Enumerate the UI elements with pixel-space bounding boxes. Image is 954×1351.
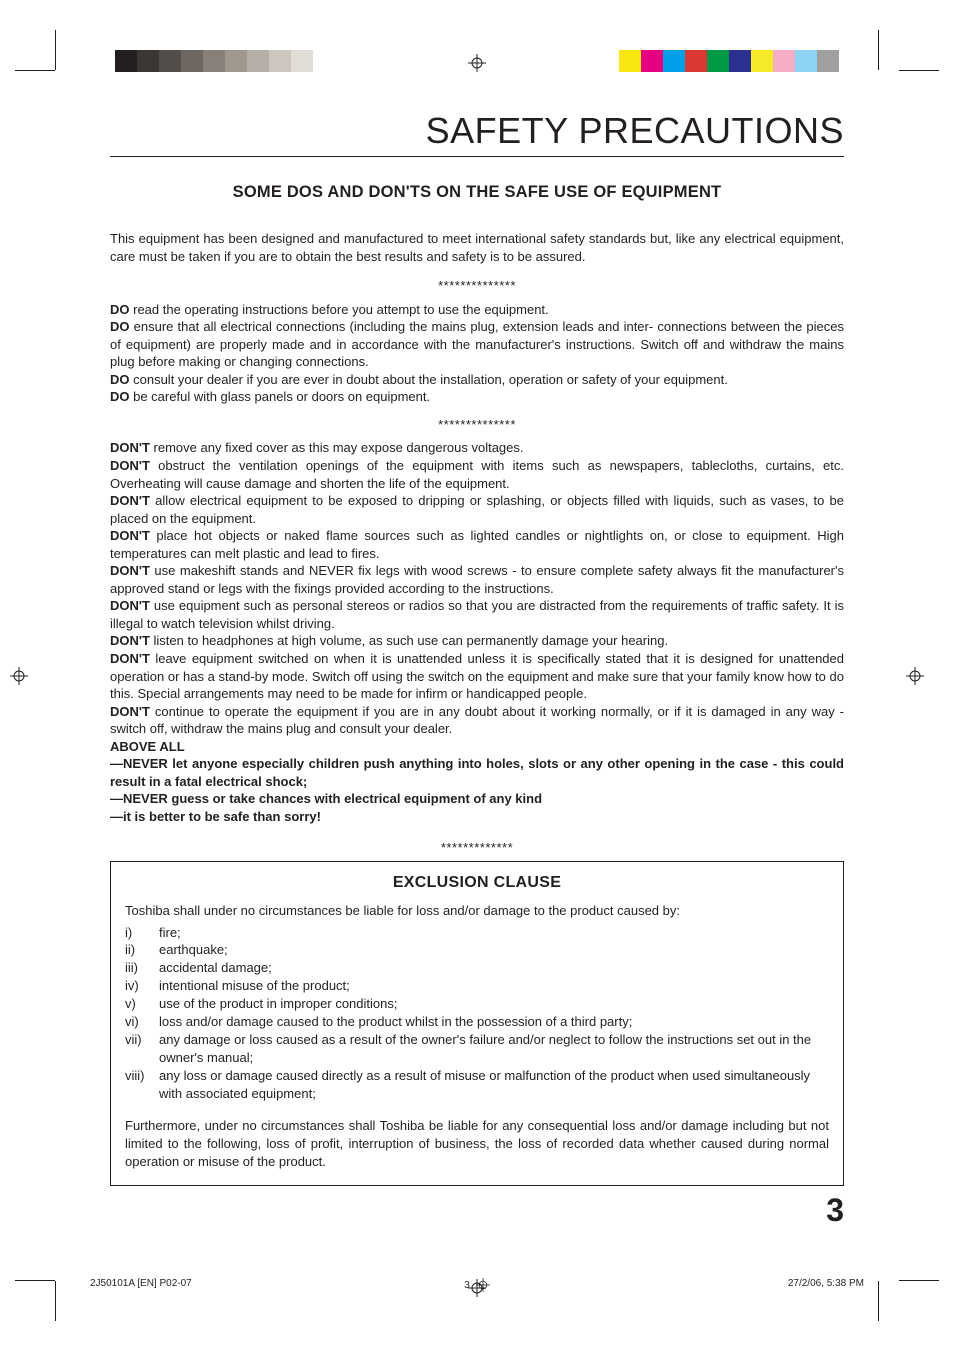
grayscale-colorbar <box>115 50 313 72</box>
dont-item: DON'T allow electrical equipment to be e… <box>110 492 844 527</box>
dont-item: DON'T leave equipment switched on when i… <box>110 650 844 703</box>
intro-paragraph: This equipment has been designed and man… <box>110 230 844 265</box>
dont-item: DON'T continue to operate the equipment … <box>110 703 844 738</box>
exclusion-item: v)use of the product in improper conditi… <box>125 995 829 1013</box>
never-warning-1: —NEVER let anyone especially children pu… <box>110 755 844 790</box>
registration-mark-icon <box>906 667 924 685</box>
exclusion-item: iii)accidental damage; <box>125 959 829 977</box>
dont-item: DON'T use makeshift stands and NEVER fix… <box>110 562 844 597</box>
slug-page: 3 <box>464 1280 470 1291</box>
body-text: This equipment has been designed and man… <box>110 230 844 826</box>
registration-mark-icon <box>10 667 28 685</box>
never-warning-3: —it is better to be safe than sorry! <box>110 808 844 826</box>
registration-mark-icon <box>468 54 486 72</box>
exclusion-footer: Furthermore, under no circumstances shal… <box>125 1117 829 1171</box>
exclusion-item: vii)any damage or loss caused as a resul… <box>125 1031 829 1067</box>
dont-item: DON'T place hot objects or naked flame s… <box>110 527 844 562</box>
above-all: ABOVE ALL <box>110 738 844 756</box>
dont-item: DON'T use equipment such as personal ste… <box>110 597 844 632</box>
exclusion-item: i)fire; <box>125 924 829 942</box>
exclusion-item: viii)any loss or damage caused directly … <box>125 1067 829 1103</box>
exclusion-clause-box: EXCLUSION CLAUSE Toshiba shall under no … <box>110 861 844 1186</box>
do-item: DO consult your dealer if you are ever i… <box>110 371 844 389</box>
exclusion-item: iv)intentional misuse of the product; <box>125 977 829 995</box>
page-number: 3 <box>110 1192 844 1229</box>
dont-item: DON'T obstruct the ventilation openings … <box>110 457 844 492</box>
separator: ************* <box>110 840 844 855</box>
title-block: SAFETY PRECAUTIONS <box>110 110 844 157</box>
dont-item: DON'T remove any fixed cover as this may… <box>110 439 844 457</box>
exclusion-list: i)fire;ii)earthquake;iii)accidental dama… <box>125 924 829 1103</box>
exclusion-item: ii)earthquake; <box>125 941 829 959</box>
do-item: DO be careful with glass panels or doors… <box>110 388 844 406</box>
dos-list: DO read the operating instructions befor… <box>110 301 844 406</box>
exclusion-intro: Toshiba shall under no circumstances be … <box>125 902 829 920</box>
donts-list: DON'T remove any fixed cover as this may… <box>110 439 844 737</box>
registration-mark-icon <box>476 1278 490 1292</box>
footer-slug: 2J50101A [EN] P02-07 3 27/2/06, 5:38 PM <box>90 1278 864 1289</box>
exclusion-heading: EXCLUSION CLAUSE <box>125 872 829 894</box>
separator: ************** <box>110 267 844 301</box>
do-item: DO read the operating instructions befor… <box>110 301 844 319</box>
page-title: SAFETY PRECAUTIONS <box>110 110 844 152</box>
dont-item: DON'T listen to headphones at high volum… <box>110 632 844 650</box>
never-warning-2: —NEVER guess or take chances with electr… <box>110 790 844 808</box>
subtitle: SOME DOS AND DON'TS ON THE SAFE USE OF E… <box>110 183 844 202</box>
cmyk-colorbar <box>619 50 839 72</box>
do-item: DO ensure that all electrical connection… <box>110 318 844 371</box>
separator: ************** <box>110 406 844 440</box>
exclusion-item: vi)loss and/or damage caused to the prod… <box>125 1013 829 1031</box>
page-content: SAFETY PRECAUTIONS SOME DOS AND DON'TS O… <box>110 110 844 1231</box>
